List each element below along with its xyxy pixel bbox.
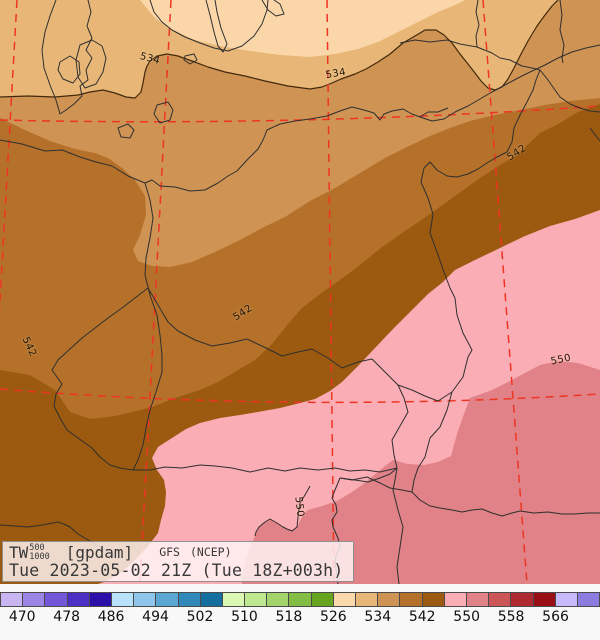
colorbar-tick-label: 502 — [186, 609, 214, 625]
colorbar-segment — [333, 593, 356, 606]
center-label: (NCEP) — [189, 545, 232, 560]
contour-label-550: 550 — [292, 496, 306, 518]
border-baltic-states — [399, 39, 600, 113]
colorbar-segment — [200, 593, 223, 606]
colorbar-tick-label: 534 — [364, 609, 392, 625]
border-estonia-stub — [559, 0, 565, 64]
colorbar-segment — [378, 593, 401, 606]
colorbar-segment — [511, 593, 534, 606]
colorbar-segment — [178, 593, 201, 606]
level-lower: 1000 — [29, 551, 50, 562]
colorbar-tick-label: 518 — [275, 609, 303, 625]
colorbar-segment — [555, 593, 578, 606]
border-hungary-vertical — [392, 467, 404, 584]
sweden-coast — [149, 0, 269, 52]
units-label: [gpdam] — [65, 542, 134, 562]
colorbar-segment — [45, 593, 68, 606]
colorbar-segment — [222, 593, 246, 606]
colorbar-tick-label: 478 — [53, 609, 81, 625]
colorbar-segment — [289, 593, 312, 606]
colorbar-segment — [267, 593, 290, 606]
border-austria-slovakia — [339, 467, 398, 483]
colorbar-tick-label: 566 — [542, 609, 569, 625]
colorbar-tick-labels: 470 478 486 494 502 510 518 526 534 542 550 558 566 — [0, 607, 600, 627]
colorbar-segment — [577, 593, 600, 606]
band-526-530 — [140, 0, 465, 57]
info-box-line1: TW 500 1000 [gpdam] GFS (NCEP) — [9, 543, 353, 562]
colorbar-tick-label: 470 — [8, 609, 36, 625]
colorbar-tick-label: 550 — [453, 609, 481, 625]
oland-island — [205, 0, 228, 53]
level-upper: 500 — [29, 543, 45, 553]
colorbar-tick-label: 526 — [319, 609, 347, 625]
border-latvia-stub — [475, 0, 480, 48]
small-islet — [183, 53, 198, 65]
graticule-parallel — [0, 388, 600, 404]
country-borders — [0, 0, 600, 584]
colorbar-tick-label: 558 — [497, 609, 525, 625]
colorbar-tick-label: 494 — [142, 609, 169, 625]
model-label: GFS — [159, 545, 180, 560]
colorbar-segment — [311, 593, 334, 606]
zealand-island — [75, 39, 107, 89]
bornholm-island — [153, 101, 174, 124]
valid-time-line: Tue 2023-05-02 21Z (Tue 18Z+003h) — [9, 561, 344, 580]
colorbar-segment — [422, 593, 445, 606]
border-czechia — [51, 287, 409, 473]
border-slovakia-hungary — [339, 476, 600, 517]
colorbar-segment — [23, 593, 46, 606]
colorbar-segment — [67, 593, 90, 606]
border-belarus-stub — [589, 127, 600, 142]
vistula-spit — [419, 107, 449, 118]
parameter-name: TW — [9, 542, 29, 562]
colorbar-segment — [156, 593, 179, 606]
colorbar-segment — [444, 593, 467, 606]
colorbar-segment — [489, 593, 512, 606]
border-eastern — [411, 69, 541, 493]
funen-island — [57, 55, 81, 84]
colorbar-segment — [400, 593, 423, 606]
colorbar-segment — [111, 593, 135, 606]
ruegen-island — [117, 123, 135, 139]
colorbar-segment — [89, 593, 112, 606]
colorbar-tick-label: 542 — [408, 609, 436, 625]
colorbar-segment — [466, 593, 490, 606]
thickness-map-svg — [0, 0, 600, 584]
border-danube-region — [254, 485, 311, 537]
colorbar — [0, 592, 600, 607]
colorbar-segment — [134, 593, 157, 606]
colorbar-segment — [1, 593, 24, 606]
colorbar-segment — [356, 593, 379, 606]
map-canvas: 534 534 542 542 542 550 550 TW 500 1000 [gp… — [0, 0, 600, 584]
border-germany-poland — [132, 182, 163, 471]
info-box: TW 500 1000 [gpdam] GFS (NCEP) Tue 2023-05-02… — [2, 541, 354, 582]
border-poland-slovakia — [397, 384, 453, 402]
colorbar-segment — [533, 593, 556, 606]
band-550-554 — [242, 361, 600, 584]
level-stack: 500 1000 — [29, 544, 49, 561]
colorbar-tick-label: 486 — [97, 609, 125, 625]
colorbar-segment — [245, 593, 268, 606]
colorbar-tick-label: 510 — [231, 609, 258, 625]
